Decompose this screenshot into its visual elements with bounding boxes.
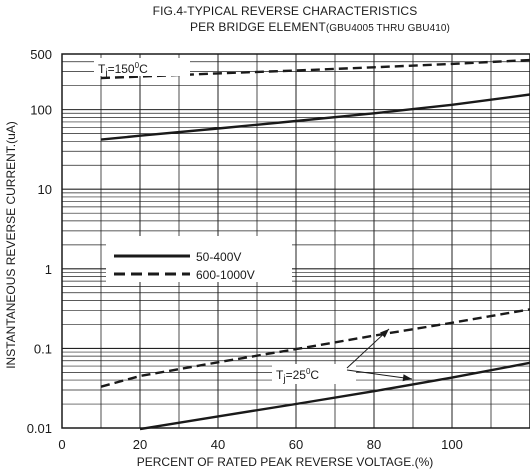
series-line-cold-dashed — [100, 308, 530, 388]
x-tick-label: 80 — [367, 437, 381, 452]
chart-title: FIG.4-TYPICAL REVERSE CHARACTERISTICS — [152, 4, 418, 18]
series-group — [100, 58, 530, 431]
annotation-arrow-dashed-head — [380, 329, 389, 338]
chart-subtitle-models: (GBU4005 THRU GBU410) — [325, 23, 450, 34]
y-tick-label: 0.01 — [27, 421, 52, 436]
chart-subtitle: PER BRIDGE ELEMENT(GBU4005 THRU GBU410) — [55, 20, 530, 34]
annotations: Tj=1500C Tj=250C — [94, 58, 413, 385]
x-tick-label: 20 — [133, 437, 147, 452]
x-axis-label: PERCENT OF RATED PEAK REVERSE VOLTAGE.(%… — [136, 455, 434, 469]
chart-subtitle-main: PER BRIDGE ELEMENT — [189, 20, 326, 34]
y-tick-label: 100 — [30, 103, 52, 118]
x-tick-label: 100 — [441, 437, 463, 452]
y-axis-ticks: 0.01 0.1 1 10 100 500 — [27, 47, 52, 436]
annotation-arrow-solid-head — [402, 374, 412, 382]
annotation-tj-150: Tj=1500C — [98, 61, 148, 79]
legend: 50-400V 600-1000V — [106, 236, 292, 282]
y-tick-label: 10 — [38, 182, 52, 197]
annotation-bg-cold — [272, 364, 356, 384]
y-tick-label: 0.1 — [34, 341, 52, 356]
y-tick-label: 500 — [30, 47, 52, 62]
y-axis-label: INSTANTANEOUS REVERSE CURRENT.(uA) — [4, 121, 18, 369]
x-axis-ticks: 0 20 40 60 80 100 — [58, 437, 462, 452]
annotation-arrow-solid-shaft — [346, 369, 413, 380]
legend-label: 600-1000V — [196, 268, 255, 282]
legend-label: 50-400V — [196, 250, 241, 264]
x-tick-label: 60 — [289, 437, 303, 452]
y-tick-label: 1 — [45, 262, 52, 277]
series-line-hot-dashed — [100, 58, 530, 80]
annotation-arrow-dashed-shaft — [346, 328, 390, 369]
plot-frame — [61, 53, 530, 429]
series-line-cold-solid — [139, 361, 530, 431]
x-tick-label: 40 — [211, 437, 225, 452]
series-line-hot-solid — [100, 93, 530, 141]
x-tick-label: 0 — [58, 437, 65, 452]
annotation-tj-25: Tj=250C — [276, 367, 319, 385]
annotation-bg-hot — [94, 58, 190, 76]
